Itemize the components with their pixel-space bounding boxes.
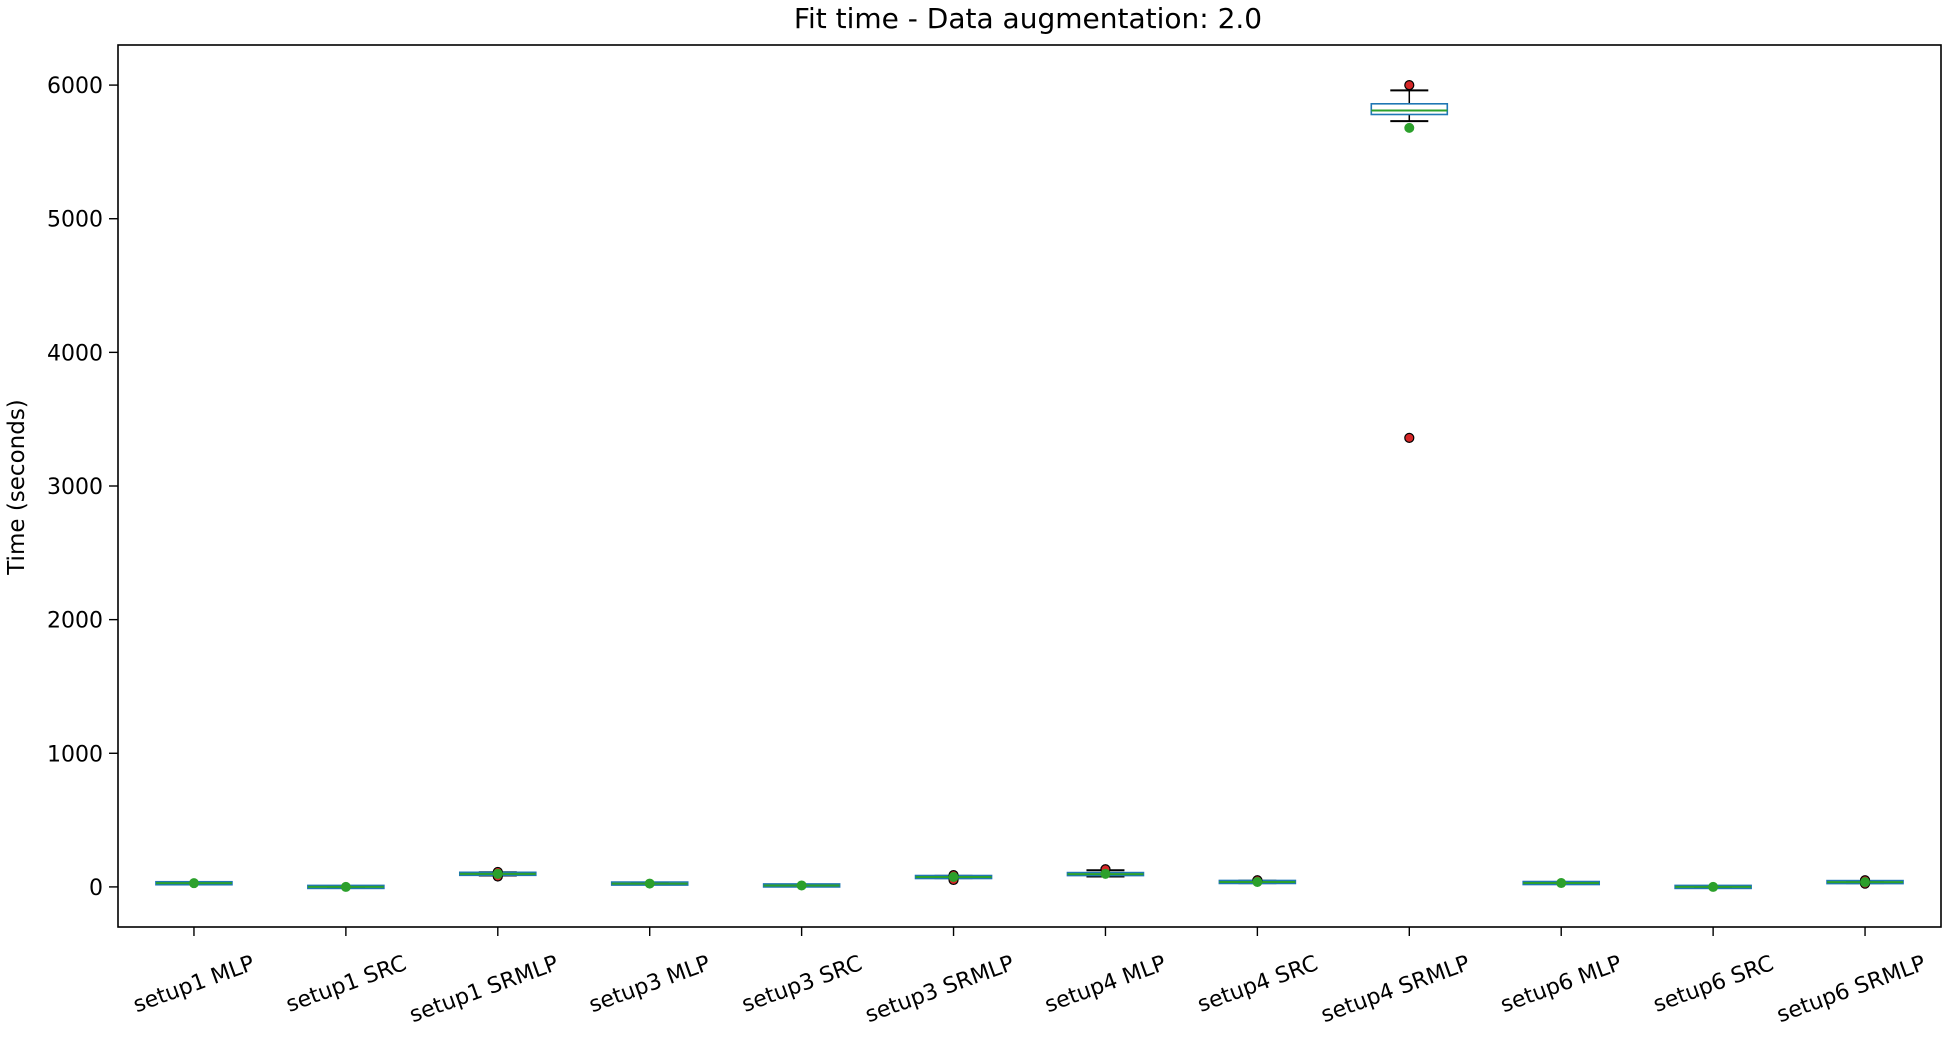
mean-marker <box>1556 878 1567 889</box>
mean-marker <box>1404 122 1415 133</box>
mean-marker <box>492 868 503 879</box>
mean-marker <box>1252 876 1263 887</box>
mean-marker <box>644 878 655 889</box>
y-tick-label: 6000 <box>47 74 103 99</box>
outlier-point <box>1404 432 1415 443</box>
y-tick-label: 4000 <box>47 341 103 366</box>
mean-marker <box>1708 881 1719 892</box>
mean-marker <box>188 878 199 889</box>
y-tick-label: 5000 <box>47 208 103 233</box>
chart-title: Fit time - Data augmentation: 2.0 <box>794 2 1262 35</box>
y-axis-label: Time (seconds) <box>4 399 30 576</box>
box-iqr <box>1370 103 1449 116</box>
y-tick-label: 1000 <box>47 742 103 767</box>
y-tick-label: 2000 <box>47 609 103 634</box>
mean-marker <box>948 872 959 883</box>
outlier-point <box>1404 79 1415 91</box>
mean-marker <box>1860 877 1871 888</box>
mean-marker <box>340 881 351 892</box>
y-tick-label: 0 <box>89 876 103 901</box>
y-tick-label: 3000 <box>47 475 103 500</box>
mean-marker <box>796 880 807 891</box>
mean-marker <box>1100 868 1111 879</box>
